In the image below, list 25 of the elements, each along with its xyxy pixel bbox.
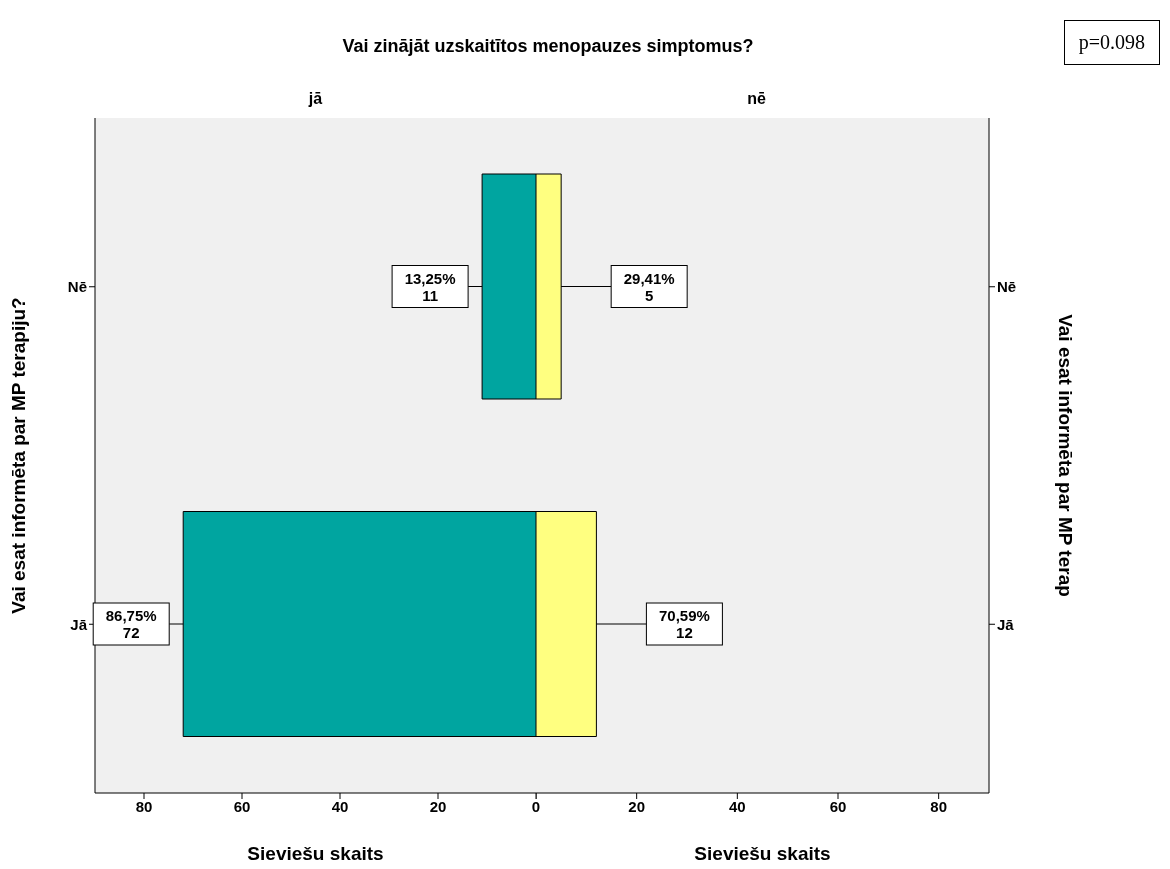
chart-subtitle: jā <box>307 90 324 108</box>
y2-axis-title: Vai esat informēta par MP terap <box>1055 314 1077 597</box>
chart-title: Vai zinājāt uzskaitītos menopauzes simptomus? <box>341 36 755 57</box>
x-tick-label: 60 <box>233 797 251 815</box>
chart-subtitle: nē <box>746 90 767 108</box>
x-tick-label: 20 <box>429 797 447 815</box>
x-tick-label: 60 <box>829 797 847 815</box>
x-tick-label: 80 <box>930 797 948 815</box>
y-tick-label: Nē <box>67 278 87 296</box>
x-tick-label: 40 <box>728 797 746 815</box>
data-label: 86,75% 72 <box>105 607 157 641</box>
x-axis-title: Sieviešu skaits <box>694 843 831 864</box>
data-label: 70,59% 12 <box>658 607 710 641</box>
data-label: 13,25% 11 <box>404 269 456 304</box>
y-tick-label: Jā <box>70 615 88 633</box>
x-tick-label: 40 <box>331 797 349 815</box>
x-tick-label: 20 <box>628 797 646 815</box>
x-tick-label: 0 <box>531 797 541 815</box>
y-tick-label: Nē <box>997 278 1017 296</box>
y-axis-title: Vai esat informēta par MP terapiju? <box>7 297 29 614</box>
x-tick-label: 80 <box>135 797 153 815</box>
text: p=0.098 <box>1063 20 1160 65</box>
x-axis-title: Sieviešu skaits <box>247 843 384 864</box>
y-tick-label: Jā <box>997 615 1015 633</box>
data-label: 29,41% 5 <box>623 269 675 304</box>
